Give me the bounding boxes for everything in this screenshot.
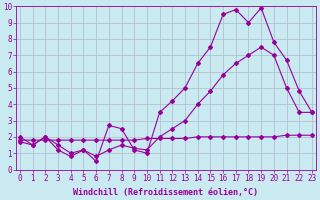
X-axis label: Windchill (Refroidissement éolien,°C): Windchill (Refroidissement éolien,°C) [74,188,259,197]
